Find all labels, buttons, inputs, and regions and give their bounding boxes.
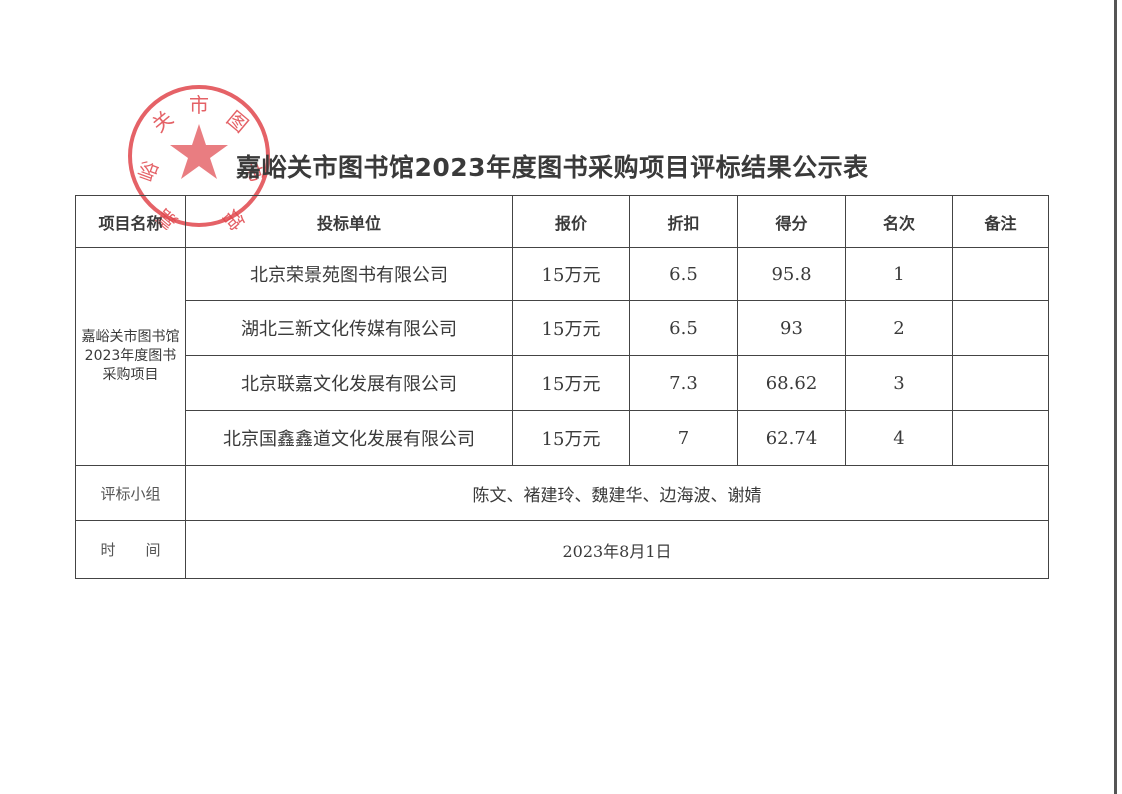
bidder: 北京荣景苑图书有限公司: [185, 247, 513, 301]
header-row: 项目名称 投标单位 报价 折扣 得分 名次 备注: [75, 195, 1049, 248]
svg-text:市: 市: [189, 93, 209, 117]
note: [952, 355, 1049, 411]
time-row: 时 间 2023年8月1日: [75, 520, 1049, 579]
committee-label: 评标小组: [75, 465, 186, 521]
price: 15万元: [512, 247, 630, 301]
price: 15万元: [512, 410, 630, 466]
table-row: 北京联嘉文化发展有限公司 15万元 7.3 68.62 3: [76, 355, 1049, 411]
results-table: 项目名称 投标单位 报价 折扣 得分 名次 备注 嘉峪关市图书馆2023年度图书…: [75, 195, 1049, 579]
price: 15万元: [512, 355, 630, 411]
bidder: 北京联嘉文化发展有限公司: [185, 355, 513, 411]
time-label: 时 间: [75, 520, 186, 579]
table-row: 北京国鑫鑫道文化发展有限公司 15万元 7 62.74 4: [76, 410, 1049, 466]
header-project: 项目名称: [75, 195, 186, 248]
header-note: 备注: [952, 195, 1049, 248]
rank: 2: [845, 300, 953, 356]
page-title: 嘉峪关市图书馆2023年度图书采购项目评标结果公示表: [236, 153, 869, 182]
discount: 6.5: [629, 300, 738, 356]
committee-members: 陈文、褚建玲、魏建华、边海波、谢婧: [185, 465, 1049, 521]
time-value: 2023年8月1日: [185, 520, 1049, 579]
score: 68.62: [737, 355, 846, 411]
header-discount: 折扣: [629, 195, 738, 248]
score: 95.8: [737, 247, 846, 301]
scan-edge: [1114, 0, 1117, 794]
score: 62.74: [737, 410, 846, 466]
header-rank: 名次: [845, 195, 953, 248]
header-price: 报价: [512, 195, 630, 248]
bidder: 湖北三新文化传媒有限公司: [185, 300, 513, 356]
note: [952, 300, 1049, 356]
header-score: 得分: [737, 195, 846, 248]
discount: 6.5: [629, 247, 738, 301]
rank: 3: [845, 355, 953, 411]
note: [952, 247, 1049, 301]
table-row: 嘉峪关市图书馆2023年度图书采购项目 北京荣景苑图书有限公司 15万元 6.5…: [75, 247, 1049, 466]
committee-row: 评标小组 陈文、褚建玲、魏建华、边海波、谢婧: [75, 465, 1049, 521]
header-bidder: 投标单位: [185, 195, 513, 248]
table-row: 湖北三新文化传媒有限公司 15万元 6.5 93 2: [76, 300, 1049, 356]
svg-text:关: 关: [147, 106, 178, 137]
discount: 7.3: [629, 355, 738, 411]
bidder: 北京国鑫鑫道文化发展有限公司: [185, 410, 513, 466]
star-icon: [170, 124, 228, 179]
note: [952, 410, 1049, 466]
price: 15万元: [512, 300, 630, 356]
svg-text:图: 图: [222, 106, 253, 137]
score: 93: [737, 300, 846, 356]
svg-text:峪: 峪: [134, 158, 163, 185]
rank: 1: [845, 247, 953, 301]
discount: 7: [629, 410, 738, 466]
rank: 4: [845, 410, 953, 466]
project-name: 嘉峪关市图书馆2023年度图书采购项目: [75, 247, 186, 466]
